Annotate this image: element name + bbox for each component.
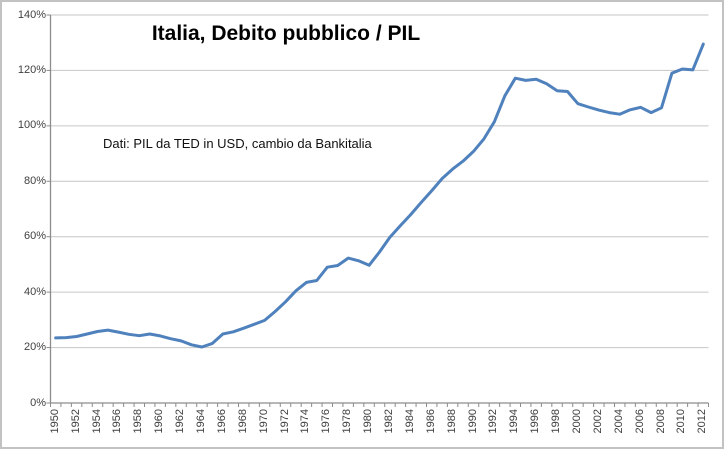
y-axis-tick-label: 140% (17, 8, 46, 21)
x-axis-tick-label: 2004 (612, 409, 625, 434)
y-axis-tick-label: 0% (30, 396, 46, 409)
y-axis-tick-label: 100% (17, 119, 46, 132)
x-axis-tick-label: 1956 (111, 409, 124, 434)
x-axis-tick-label: 1996 (529, 409, 542, 434)
debt-gdp-line (54, 42, 705, 349)
x-axis-tick-label: 1990 (466, 409, 479, 434)
x-axis-tick-label: 1982 (382, 409, 395, 434)
x-axis-tick-label: 1986 (424, 409, 437, 434)
x-axis-tick-label: 1970 (257, 409, 270, 434)
x-axis-tick-label: 1984 (403, 409, 416, 434)
y-axis-tick-label: 120% (17, 63, 46, 76)
x-axis-tick-label: 1958 (132, 409, 145, 434)
x-axis-tick-label: 2012 (696, 409, 709, 434)
y-axis-tick-label: 60% (23, 230, 46, 243)
y-axis-tick-label: 80% (23, 174, 46, 187)
chart-note: Dati: PIL da TED in USD, cambio da Banki… (103, 136, 372, 151)
x-axis-tick-label: 2010 (675, 409, 688, 434)
x-axis-tick-label: 1974 (299, 409, 312, 434)
x-axis-tick-label: 2006 (633, 409, 646, 434)
x-axis-tick-label: 1966 (215, 409, 228, 434)
y-axis-tick-label: 20% (23, 341, 46, 354)
x-axis-tick-label: 1960 (153, 409, 166, 434)
x-axis-tick-label: 1998 (550, 409, 563, 434)
x-axis-tick-label: 1964 (194, 409, 207, 434)
x-axis-tick-label: 1962 (174, 409, 187, 434)
x-axis-tick-label: 1952 (69, 409, 82, 434)
x-axis-tick-label: 1976 (320, 409, 333, 434)
x-axis-tick-label: 2008 (654, 409, 667, 434)
x-axis-tick-label: 1950 (48, 409, 61, 434)
x-axis-tick-label: 1994 (508, 409, 521, 434)
x-axis-tick-label: 1972 (278, 409, 291, 434)
y-axis-tick-label: 40% (23, 285, 46, 298)
x-axis-tick-label: 1988 (445, 409, 458, 434)
x-axis-tick-label: 1968 (236, 409, 249, 434)
chart-title: Italia, Debito pubblico / PIL (151, 22, 421, 45)
x-axis-tick-label: 2002 (591, 409, 604, 434)
x-axis-tick-label: 1954 (90, 409, 103, 434)
x-axis-tick-label: 1980 (362, 409, 375, 434)
x-axis-tick-label: 1992 (487, 409, 500, 434)
x-axis-tick-label: 2000 (570, 409, 583, 434)
x-axis-tick-label: 1978 (341, 409, 354, 434)
